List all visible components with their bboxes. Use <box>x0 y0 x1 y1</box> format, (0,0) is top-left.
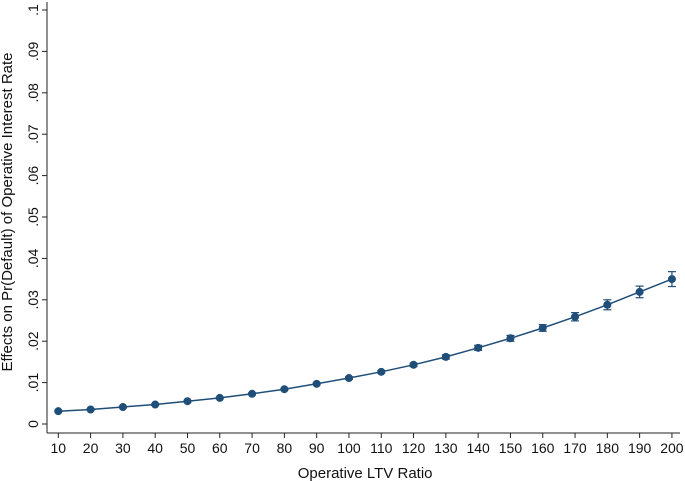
data-point <box>118 403 127 412</box>
y-tick-label: 0 <box>25 420 41 428</box>
data-point <box>603 300 612 309</box>
y-tick-label: .08 <box>25 83 41 103</box>
x-tick-label: 150 <box>499 440 523 456</box>
series-line <box>58 278 673 412</box>
data-point <box>635 287 644 296</box>
x-tick-label: 160 <box>531 440 555 456</box>
y-axis-title: Effects on Pr(Default) of Operative Inte… <box>0 52 16 371</box>
y-tick-label: .07 <box>25 124 41 144</box>
x-tick-label: 60 <box>212 440 228 456</box>
data-point <box>248 389 257 398</box>
data-point <box>474 343 483 352</box>
y-tick-label: .09 <box>25 41 41 61</box>
x-axis-title: Operative LTV Ratio <box>298 465 433 481</box>
data-point <box>183 397 192 406</box>
error-bars <box>54 271 676 413</box>
y-tick-label: .01 <box>25 373 41 393</box>
x-tick-label: 120 <box>402 440 426 456</box>
x-axis-ticks: 10 20 30 40 50 60 70 80 90 100 110 120 130 140 150 160 1… <box>51 433 684 456</box>
data-point <box>538 323 547 332</box>
y-tick-label: .02 <box>25 331 41 351</box>
x-tick-label: 50 <box>180 440 196 456</box>
data-point <box>86 405 95 414</box>
data-point <box>441 352 450 361</box>
y-tick-label: .06 <box>25 166 41 186</box>
x-tick-label: 130 <box>434 440 458 456</box>
x-tick-label: 30 <box>115 440 131 456</box>
x-tick-label: 90 <box>309 440 325 456</box>
y-tick-label: .03 <box>25 290 41 310</box>
x-tick-label: 80 <box>277 440 293 456</box>
data-point <box>571 312 580 321</box>
data-point <box>215 393 224 402</box>
x-tick-label: 190 <box>628 440 652 456</box>
x-tick-label: 40 <box>147 440 163 456</box>
data-point <box>312 379 321 388</box>
y-tick-label: .04 <box>25 248 41 268</box>
data-point <box>54 407 63 416</box>
data-point <box>344 374 353 383</box>
x-tick-label: 180 <box>596 440 620 456</box>
x-tick-label: 140 <box>466 440 490 456</box>
x-tick-label: 110 <box>370 440 393 456</box>
data-points <box>54 275 676 416</box>
y-tick-label: .1 <box>25 4 41 16</box>
x-tick-label: 170 <box>563 440 587 456</box>
x-tick-label: 200 <box>660 440 684 456</box>
y-tick-label: .05 <box>25 207 41 227</box>
data-point <box>151 400 160 409</box>
data-point <box>409 360 418 369</box>
x-tick-label: 20 <box>83 440 99 456</box>
data-point <box>506 334 515 343</box>
data-point <box>377 367 386 376</box>
y-axis-ticks: 0 .01 .02 .03 .04 .05 .06 .07 .08 .09 .1 <box>25 4 47 428</box>
data-point <box>280 385 289 394</box>
data-point <box>667 275 676 284</box>
x-tick-label: 10 <box>51 440 67 456</box>
x-tick-label: 70 <box>244 440 260 456</box>
x-tick-label: 100 <box>337 440 361 456</box>
